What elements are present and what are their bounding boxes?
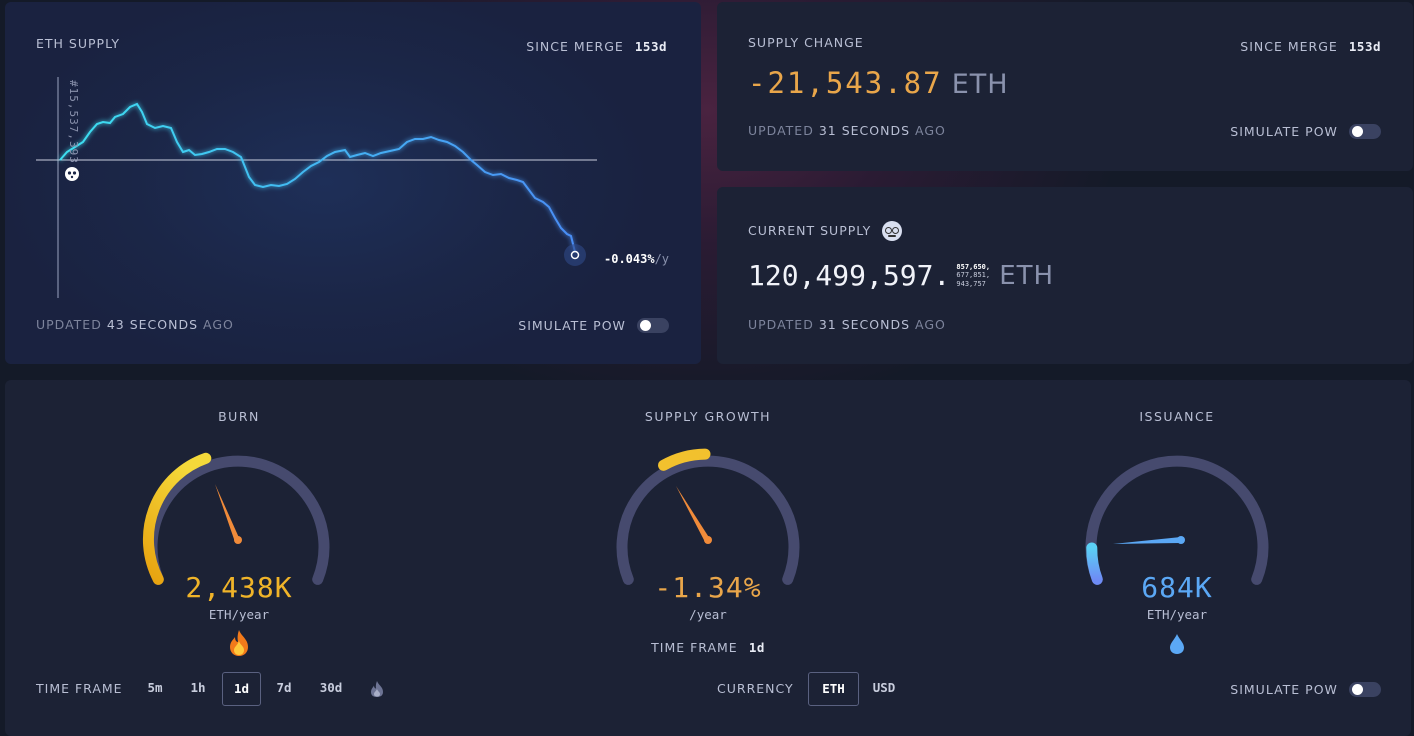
since-merge-indicator: SINCE MERGE 153d	[1240, 36, 1381, 55]
supply-growth-gauge-fill	[658, 448, 711, 471]
simulate-pow-toggle[interactable]	[1349, 124, 1381, 139]
fraction-line-3: 943,757	[956, 279, 986, 288]
updated-prefix: UPDATED	[36, 317, 102, 332]
current-supply-unit: ETH	[999, 260, 1055, 291]
supply-change-updated: UPDATED 31 SECONDS AGO	[748, 123, 946, 138]
fraction-line-2: 677,851,	[956, 271, 991, 280]
supply-growth-unit: /year	[689, 607, 727, 622]
supply-change-amount: -21,543.87 ETH	[748, 66, 1009, 100]
simulate-pow-label: SIMULATE PoW	[518, 318, 626, 333]
eth-supply-updated: UPDATED 43 SECONDS AGO	[36, 317, 234, 332]
simulate-pow-label: SIMULATE PoW	[1230, 682, 1338, 697]
nerd-face-icon	[882, 220, 903, 241]
supply-line	[59, 102, 576, 253]
updated-value: 31 SECONDS	[818, 317, 911, 332]
burn-gauge-fill	[142, 452, 212, 585]
simulate-pow-label: SIMULATE PoW	[1230, 124, 1338, 139]
timeframe-5m-button[interactable]: 5m	[147, 680, 163, 695]
current-supply-fraction: 857,650, 677,851, 943,757	[956, 263, 990, 289]
simulate-pow-toggle[interactable]	[1349, 682, 1381, 697]
supply-chart	[36, 77, 597, 298]
updated-suffix: AGO	[203, 317, 234, 332]
since-merge-indicator: SINCE MERGE 153d	[526, 36, 667, 55]
current-supply-amount: 120,499,597. 857,650, 677,851, 943,757 E…	[748, 259, 1054, 299]
eth-supply-simulate-pow[interactable]: SIMULATE PoW	[518, 315, 669, 334]
simulate-pow-toggle[interactable]	[637, 318, 669, 333]
burn-gauge-needle	[215, 484, 240, 542]
timeframe-30d-button[interactable]: 30d	[319, 680, 343, 695]
updated-value: 31 SECONDS	[818, 123, 911, 138]
updated-prefix: UPDATED	[748, 123, 814, 138]
supply-rate: -0.043%/y	[604, 248, 669, 267]
current-supply-updated: UPDATED 31 SECONDS AGO	[748, 317, 946, 332]
supply-change-title: SUPPLY CHANGE	[748, 35, 864, 50]
since-merge-value: 153d	[1348, 39, 1381, 54]
burn-value: 2,438K	[185, 571, 293, 604]
timeframe-1d-button[interactable]: 1d	[222, 672, 261, 706]
updated-prefix: UPDATED	[748, 317, 814, 332]
fraction-line-1: 857,650,	[956, 262, 991, 271]
since-merge-value: 153d	[634, 39, 667, 54]
current-supply-card: CURRENT SUPPLY 120,499,597. 857,650, 677…	[717, 187, 1413, 364]
droplet-icon	[1168, 633, 1186, 655]
eth-supply-card: ETH SUPPLY SINCE MERGE 153d #15,537,393 …	[5, 2, 701, 364]
gauges-card: BURN 2,438K ETH/year SUPPLY GROWTH -1.34…	[5, 380, 1411, 736]
supply-growth-gauge	[616, 448, 800, 585]
supply-rate-unit: /y	[654, 252, 670, 266]
supply-growth-timeframe: TIME FRAME 1d	[608, 637, 808, 656]
timeframe-label: TIME FRAME	[651, 640, 738, 655]
since-merge-label: SINCE MERGE	[526, 39, 624, 54]
issuance-unit: ETH/year	[1146, 607, 1208, 622]
supply-change-value: -21,543.87	[748, 66, 943, 100]
merge-block-label: #15,537,393	[67, 80, 80, 164]
supply-change-unit: ETH	[951, 69, 1009, 100]
current-supply-title: CURRENT SUPPLY	[748, 223, 872, 238]
supply-growth-title: SUPPLY GROWTH	[644, 409, 772, 424]
fire-icon	[227, 629, 251, 657]
current-supply-value: 120,499,597.	[748, 259, 951, 292]
gauges-simulate-pow[interactable]: SIMULATE PoW	[1230, 679, 1381, 698]
supply-growth-value: -1.34%	[654, 571, 762, 604]
issuance-title: ISSUANCE	[1139, 409, 1215, 424]
burn-gauge	[142, 452, 330, 585]
currency-usd-button[interactable]: USD	[872, 680, 896, 695]
timeframe-label: TIME FRAME	[36, 681, 123, 696]
since-merge-label: SINCE MERGE	[1240, 39, 1338, 54]
merge-panda-icon	[65, 167, 79, 181]
eth-supply-title: ETH SUPPLY	[36, 36, 121, 51]
current-supply-header: CURRENT SUPPLY	[748, 220, 903, 241]
supply-growth-gauge-track	[616, 455, 800, 585]
updated-suffix: AGO	[915, 317, 946, 332]
issuance-gauge-fill	[1086, 542, 1103, 585]
supply-growth-gauge-needle	[676, 486, 710, 542]
currency-label: CURRENCY	[717, 681, 794, 696]
supply-rate-value: -0.043%	[604, 252, 655, 266]
burn-title: BURN	[218, 409, 260, 424]
burn-unit: ETH/year	[208, 607, 270, 622]
currency-eth-button[interactable]: ETH	[808, 672, 859, 706]
issuance-value: 684K	[1141, 571, 1213, 604]
updated-value: 43 SECONDS	[106, 317, 199, 332]
supply-change-simulate-pow[interactable]: SIMULATE PoW	[1230, 121, 1381, 140]
issuance-gauge	[1085, 455, 1269, 585]
flame-icon[interactable]	[369, 680, 385, 698]
supply-change-card: SUPPLY CHANGE SINCE MERGE 153d -21,543.8…	[717, 2, 1413, 171]
timeframe-value: 1d	[748, 640, 765, 655]
timeframe-1h-button[interactable]: 1h	[190, 680, 206, 695]
chart-endpoint-halo	[564, 244, 586, 266]
timeframe-7d-button[interactable]: 7d	[276, 680, 292, 695]
updated-suffix: AGO	[915, 123, 946, 138]
chart-endpoint-marker	[570, 250, 580, 260]
issuance-gauge-track	[1085, 455, 1269, 585]
issuance-gauge-needle	[1113, 537, 1181, 544]
